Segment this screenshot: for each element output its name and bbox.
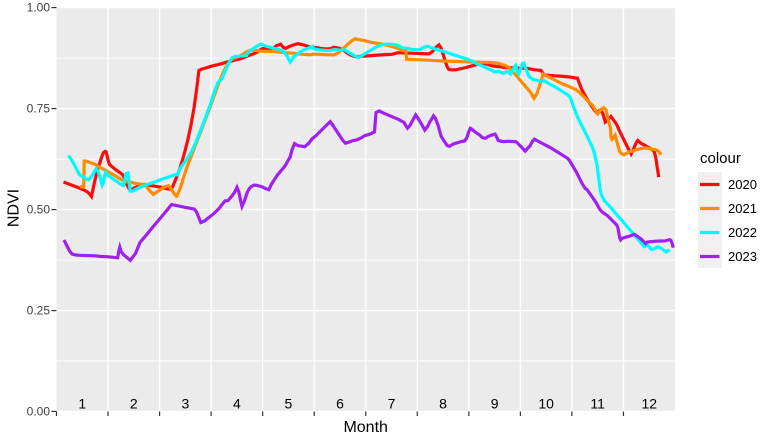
svg-text:0.25: 0.25 [27, 304, 51, 318]
svg-text:0.00: 0.00 [27, 404, 51, 418]
svg-text:12: 12 [641, 396, 657, 412]
svg-text:0.75: 0.75 [27, 102, 51, 116]
svg-text:2021: 2021 [728, 201, 757, 216]
svg-text:5: 5 [285, 396, 293, 412]
svg-text:4: 4 [233, 396, 241, 412]
svg-text:2022: 2022 [728, 225, 757, 240]
svg-text:Month: Month [343, 419, 387, 436]
svg-text:3: 3 [181, 396, 189, 412]
svg-text:7: 7 [388, 396, 396, 412]
svg-text:0.50: 0.50 [27, 203, 51, 217]
svg-text:10: 10 [538, 396, 554, 412]
svg-text:2023: 2023 [728, 249, 757, 264]
svg-text:8: 8 [439, 396, 447, 412]
svg-text:6: 6 [336, 396, 344, 412]
svg-text:colour: colour [700, 150, 741, 167]
svg-text:NDVI: NDVI [6, 189, 23, 227]
svg-text:1: 1 [78, 396, 86, 412]
svg-text:11: 11 [590, 396, 605, 412]
svg-text:2020: 2020 [728, 177, 757, 192]
svg-text:2: 2 [130, 396, 138, 412]
svg-text:1.00: 1.00 [27, 1, 51, 15]
svg-text:9: 9 [491, 396, 499, 412]
